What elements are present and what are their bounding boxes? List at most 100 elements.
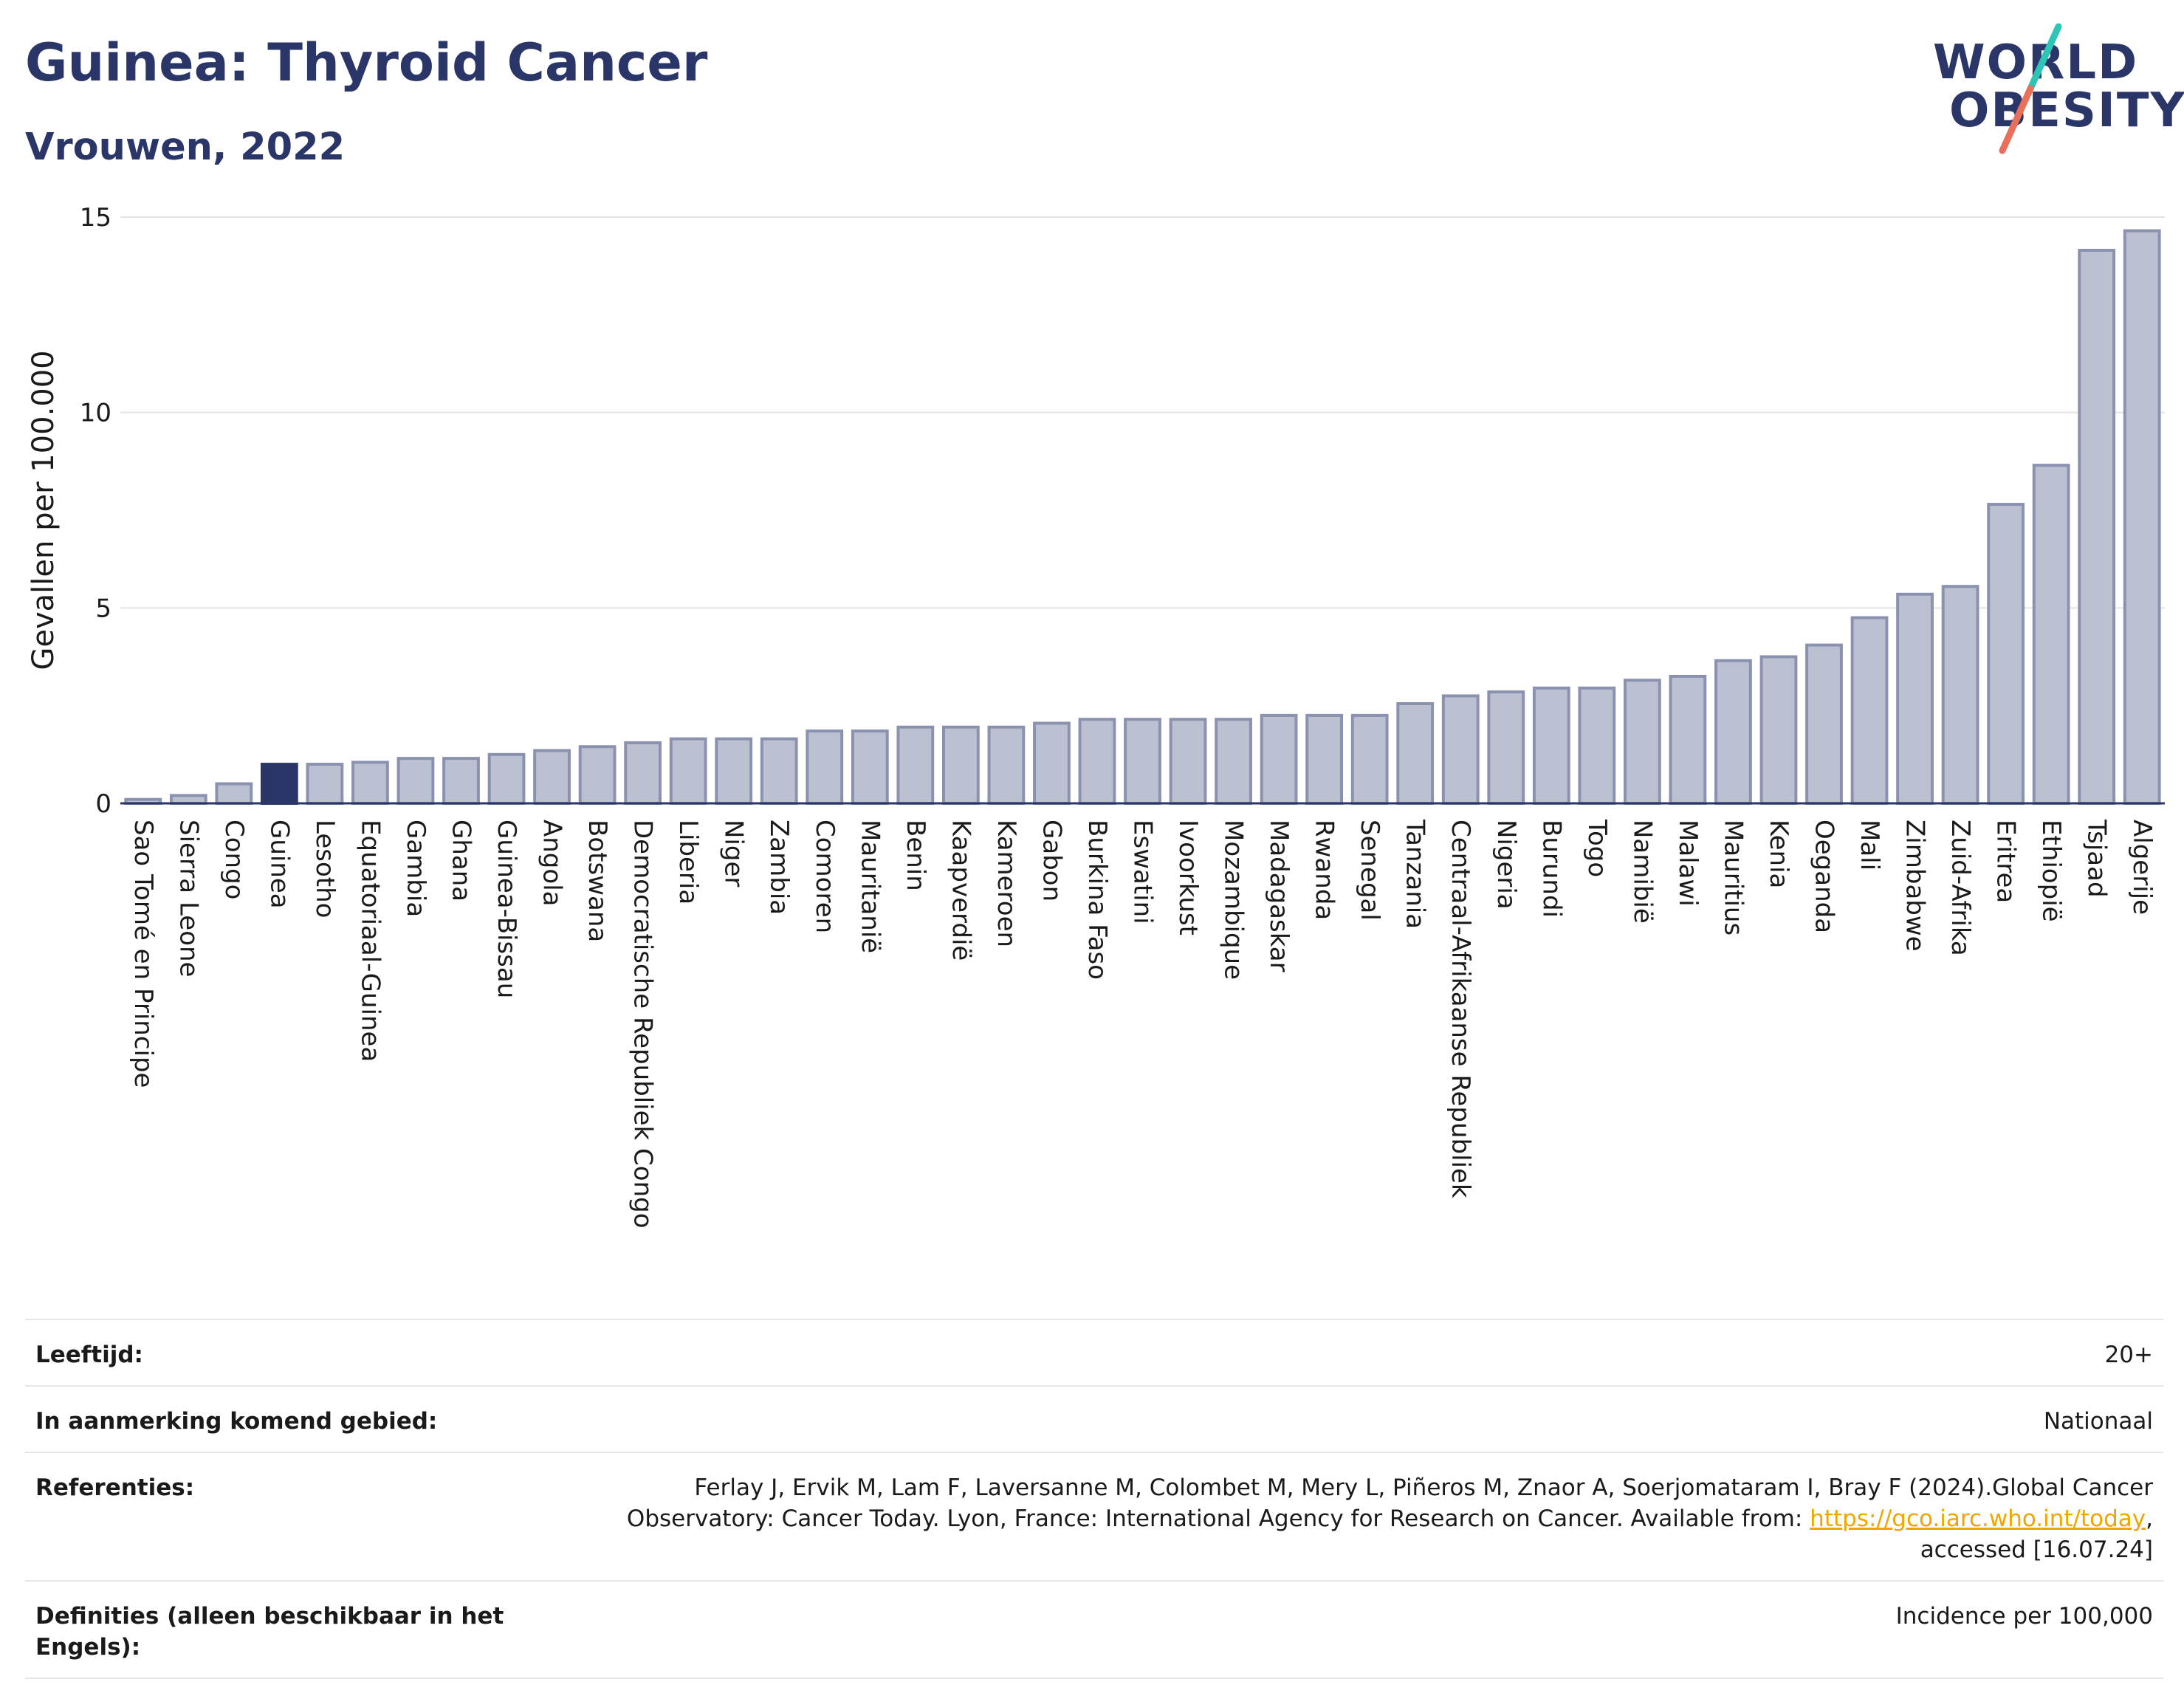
bar xyxy=(1078,718,1116,806)
info-row-definitions: Definities (alleen beschikbaar in het En… xyxy=(25,1580,2163,1679)
y-axis-title: Gevallen per 100.000 xyxy=(27,350,61,670)
bar xyxy=(306,763,344,805)
info-row-age: Leeftijd: 20+ xyxy=(25,1319,2163,1385)
reference-line-3: accessed [16.07.24] xyxy=(1920,1537,2153,1563)
age-label: Leeftijd: xyxy=(35,1342,143,1368)
x-tick-label: Mali xyxy=(1855,820,1884,871)
x-tick-label: Botswana xyxy=(583,820,612,942)
chart-subtitle: Vrouwen, 2022 xyxy=(25,126,346,169)
info-row-area: In aanmerking komend gebied: Nationaal xyxy=(25,1385,2163,1452)
bar xyxy=(1441,694,1480,806)
bar xyxy=(2032,464,2070,805)
x-tick-label: Rwanda xyxy=(1310,820,1339,920)
bar xyxy=(715,737,753,805)
reference-line-2: Observatory: Cancer Today. Lyon, France:… xyxy=(626,1506,1810,1532)
bar xyxy=(1759,655,1798,805)
x-tick-label: Sao Tomé en Principe xyxy=(128,820,158,1088)
bar xyxy=(260,763,298,805)
logo-line-2: OBESITY xyxy=(1949,83,2184,138)
x-tick-label: Algerije xyxy=(2127,820,2157,915)
bar xyxy=(1896,592,1934,805)
x-tick-label: Tanzania xyxy=(1401,819,1430,929)
x-tick-label: Zuid-Afrika xyxy=(1946,820,1975,956)
y-tick-label: 0 xyxy=(95,789,111,819)
x-tick-label: Mauritanië xyxy=(855,820,885,953)
references-label: Referenties: xyxy=(35,1474,195,1501)
x-tick-label: Niger xyxy=(719,820,749,887)
info-table: Leeftijd: 20+ In aanmerking komend gebie… xyxy=(25,1319,2163,1679)
bar xyxy=(1669,674,1707,806)
x-tick-label: Malawi xyxy=(1673,820,1703,907)
x-tick-label: Nigeria xyxy=(1491,820,1521,910)
bar xyxy=(851,729,889,805)
x-tick-label: Kameroen xyxy=(992,820,1021,947)
x-tick-label: Ivoorkust xyxy=(1173,820,1203,935)
y-tick-label: 10 xyxy=(80,399,111,428)
bar xyxy=(987,725,1026,806)
reference-line-2-end: , xyxy=(2146,1506,2153,1532)
bar xyxy=(1396,702,1435,806)
bar xyxy=(442,757,480,805)
x-tick-label: Lesotho xyxy=(310,820,340,918)
bar xyxy=(1033,721,1071,806)
logo-slash-icon xyxy=(1999,23,2062,154)
bar xyxy=(1305,713,1344,806)
x-tick-label: Zambia xyxy=(764,820,794,915)
definitions-value: Incidence per 100,000 xyxy=(1895,1603,2153,1630)
x-tick-label: Liberia xyxy=(673,820,703,904)
bar xyxy=(1124,718,1161,806)
reference-line-1: Ferlay J, Ervik M, Lam F, Laversanne M, … xyxy=(694,1474,2153,1501)
bar xyxy=(351,761,389,805)
bar xyxy=(2123,229,2161,805)
x-tick-label: Namibië xyxy=(1627,820,1657,924)
chart-title: Guinea: Thyroid Cancer xyxy=(25,32,708,93)
x-tick-label: Eritrea xyxy=(1991,820,2021,903)
bar xyxy=(2078,248,2116,805)
area-value: Nationaal xyxy=(2043,1408,2153,1435)
x-tick-label: Gambia xyxy=(401,820,430,917)
bar xyxy=(1850,616,1889,805)
x-tick-label: Sierra Leone xyxy=(174,820,203,977)
y-tick-label: 5 xyxy=(95,594,111,623)
bar-chart: 0 5 10 15 Gevallen per 100.000 Sao Tomé en Pr… xyxy=(27,203,2165,1229)
x-tick-label: Eswatini xyxy=(1128,820,1158,924)
bar xyxy=(941,725,980,806)
bar xyxy=(215,782,253,805)
bar xyxy=(1169,718,1207,806)
bar xyxy=(896,725,935,806)
reference-link[interactable]: https://gco.iarc.who.int/today xyxy=(1810,1506,2146,1532)
x-tick-label: Burundi xyxy=(1536,820,1566,918)
bar xyxy=(1941,585,1979,805)
references-value: Ferlay J, Ervik M, Lam F, Laversanne M, … xyxy=(627,1472,2153,1565)
x-tick-label: Guinea xyxy=(264,820,294,909)
x-tick-label: Centraal-Afrikaanse Republiek xyxy=(1446,820,1475,1198)
bar xyxy=(669,737,707,805)
x-tick-label: Democratische Republiek Congo xyxy=(628,820,658,1229)
bar xyxy=(1805,643,1843,805)
x-tick-label: Equatoriaal-Guinea xyxy=(355,820,385,1062)
bar xyxy=(1260,713,1298,806)
x-tick-label: Benin xyxy=(901,820,930,891)
x-tick-label: Angola xyxy=(538,820,567,906)
bar xyxy=(169,794,207,805)
bar xyxy=(1623,679,1661,806)
bar xyxy=(624,741,662,805)
x-tick-label: Togo xyxy=(1582,819,1612,877)
bar xyxy=(1578,686,1616,806)
x-tick-label: Zimbabwe xyxy=(1900,820,1930,952)
bar xyxy=(1987,503,2025,805)
x-tick-label: Comoren xyxy=(810,820,839,933)
bar xyxy=(1487,690,1525,806)
definitions-label: Definities (alleen beschikbaar in het En… xyxy=(35,1603,504,1661)
bar xyxy=(1215,718,1252,806)
x-tick-label: Mozambique xyxy=(1219,820,1249,980)
x-tick-label: Ethiopië xyxy=(2036,820,2066,922)
x-tick-label: Gabon xyxy=(1037,820,1066,902)
bar xyxy=(533,749,571,805)
info-row-references: Referenties: Ferlay J, Ervik M, Lam F, L… xyxy=(25,1452,2163,1580)
x-tick-label: Kenia xyxy=(1764,820,1793,888)
x-tick-label: Burkina Faso xyxy=(1082,820,1112,980)
x-tick-label: Tsjaad xyxy=(2082,819,2112,898)
x-tick-label: Guinea-Bissau xyxy=(492,820,521,998)
bar xyxy=(1350,713,1389,806)
